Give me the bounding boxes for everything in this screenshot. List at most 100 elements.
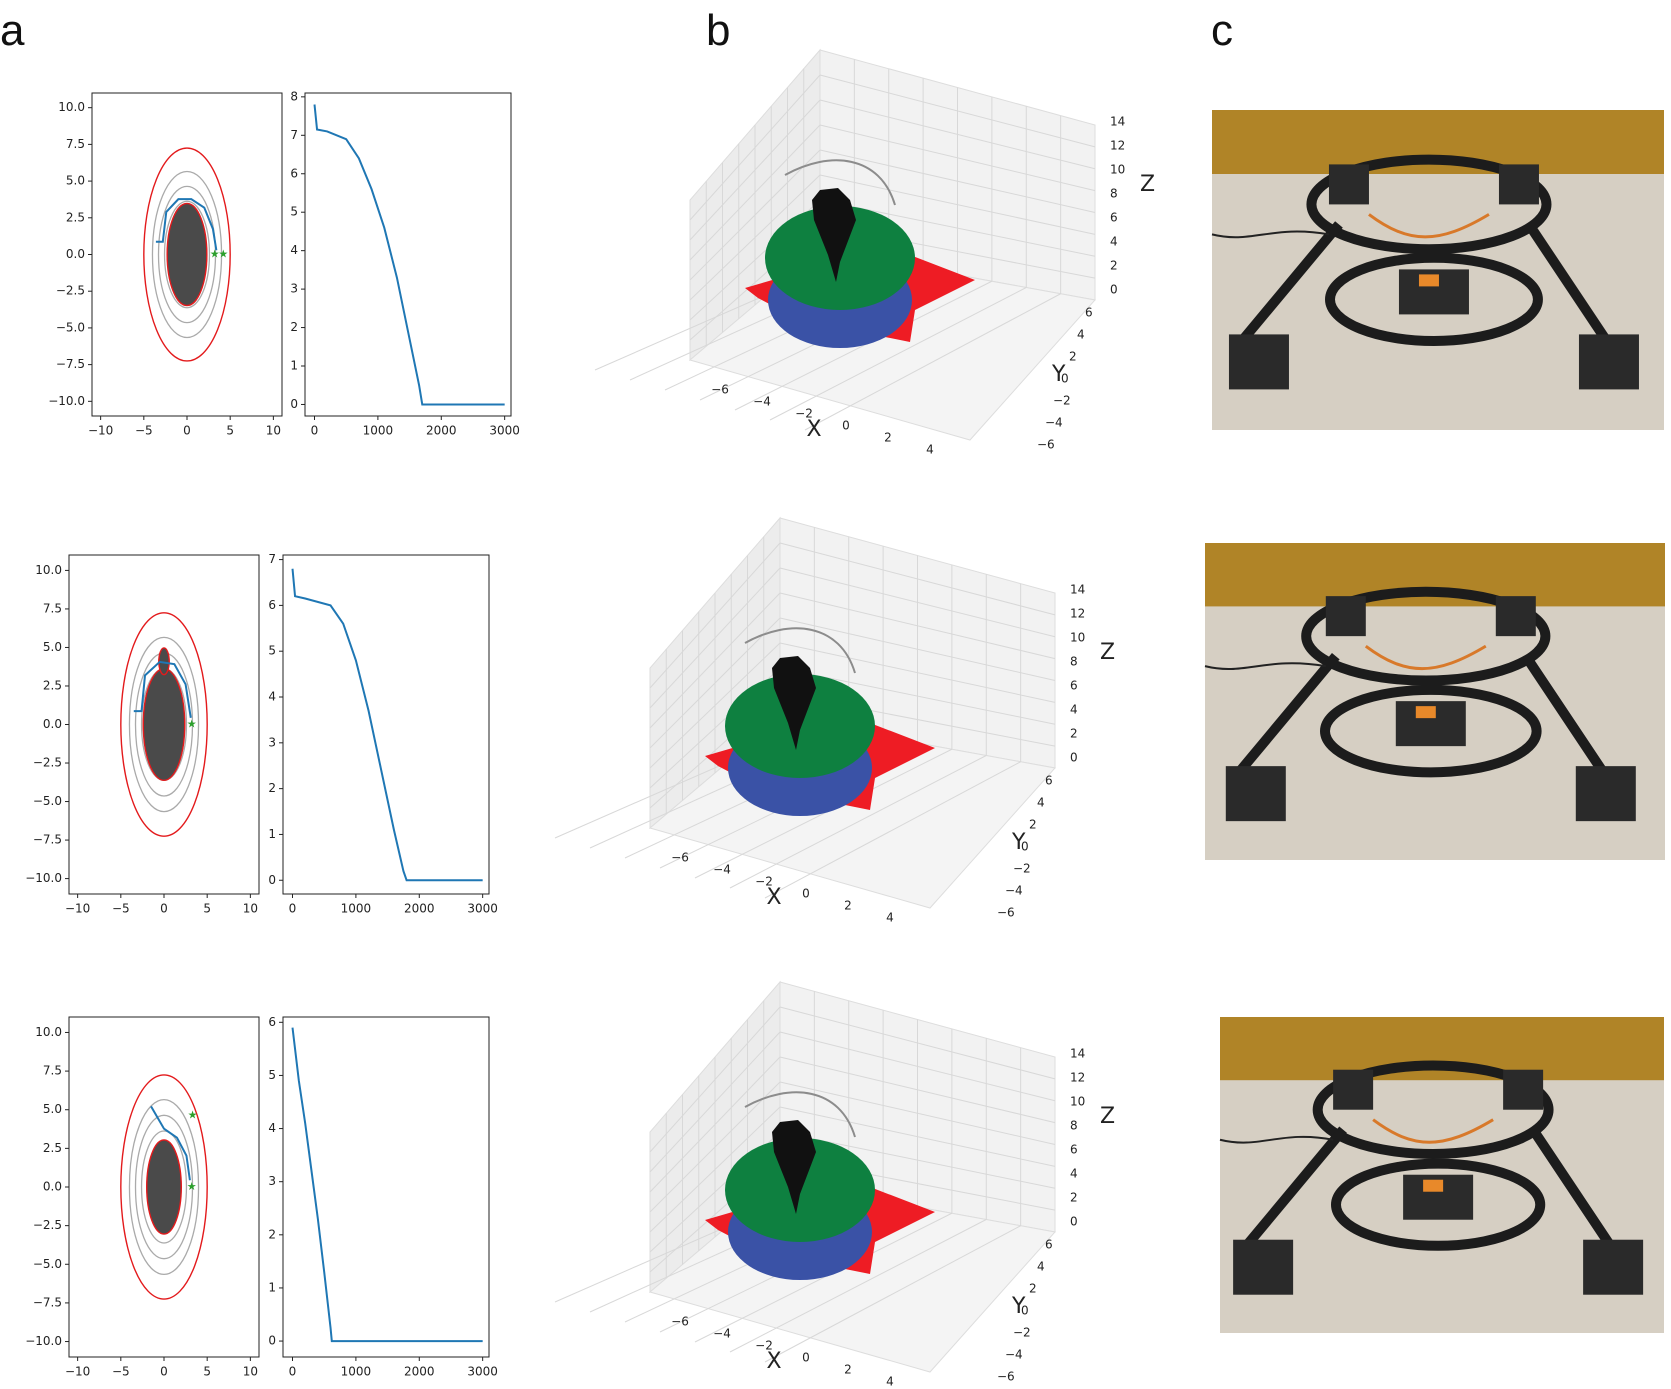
x-tick-label: −5 [112, 902, 130, 916]
y-tick-label: −5.0 [56, 320, 85, 334]
grid-line [804, 293, 1061, 431]
wire [1372, 1118, 1494, 1144]
y-axis-label: Y [1011, 830, 1026, 855]
z-tick-label: 14 [1070, 583, 1085, 597]
strut [1239, 1126, 1347, 1253]
y-tick-label: −6 [997, 906, 1015, 920]
y-tick-label: 0.0 [66, 247, 85, 261]
z-tick-label: 2 [1110, 259, 1118, 273]
z-tick-label: 4 [1070, 1167, 1078, 1181]
x-tick-label: 4 [886, 911, 894, 925]
z-tick-label: 10 [1070, 631, 1085, 645]
value-line [291, 568, 483, 882]
y-tick-label: 6 [268, 1015, 276, 1029]
grid-line [649, 1081, 781, 1213]
y-tick-label: 0 [268, 1334, 276, 1348]
y-tick-label: 5 [268, 644, 276, 658]
board-component [1423, 1179, 1444, 1192]
y-tick-label: −7.5 [33, 833, 62, 847]
strut [1528, 1126, 1618, 1253]
y-tick-label: 7.5 [43, 601, 62, 615]
y-tick-label: 5.0 [66, 174, 85, 188]
y-tick-label: 2 [1029, 818, 1037, 832]
x-tick-label: 10 [266, 424, 281, 438]
x-tick-label: 10 [243, 902, 258, 916]
z-tick-label: 12 [1070, 607, 1085, 621]
cable [1204, 662, 1326, 670]
x-tick-label: −10 [88, 424, 113, 438]
z-tick-label: 4 [1070, 703, 1078, 717]
y-tick-label: 5 [290, 205, 298, 219]
strut [1231, 652, 1340, 780]
x-tick-label: −10 [65, 902, 90, 916]
x-tick-label: 3000 [467, 1365, 498, 1379]
y-tick-label: 7.5 [66, 137, 85, 151]
y-tick-label: 2 [290, 320, 298, 334]
obstacle-fill [142, 667, 186, 782]
obstacle-fill [166, 202, 208, 307]
y-tick-label: −10.0 [25, 1334, 62, 1348]
y-tick-label: 1 [290, 359, 298, 373]
y-tick-label: 8 [290, 89, 298, 103]
z-tick-label: 14 [1070, 1047, 1085, 1061]
x-tick-label: 2000 [404, 902, 435, 916]
photo-wall [1205, 543, 1665, 607]
y-tick-label: 0 [268, 873, 276, 887]
grid-line [764, 761, 1021, 899]
chart-3-phase: −10 −5 0 5 10 10.0 7.5 5.0 2.5 0.0 −2.5 −5.0 −7.5 −10… [25, 1016, 260, 1379]
strut [1521, 653, 1610, 779]
y-tick-label: 2.5 [43, 678, 62, 692]
y-tick-label: 0.0 [43, 717, 62, 731]
z-tick-label: 8 [1110, 187, 1118, 201]
safety-boundary [120, 612, 208, 837]
y-tick-label: 0 [1061, 372, 1069, 386]
z-tick-label: 6 [1070, 1143, 1078, 1157]
x-tick-label: 5 [226, 424, 234, 438]
y-tick-label: 4 [290, 243, 298, 257]
x-tick-label: 0 [289, 902, 297, 916]
chart-3-value: 0 1000 2000 3000 6 5 4 3 2 1 0 [268, 1015, 498, 1379]
x-tick-label: −4 [713, 863, 731, 877]
y-tick-label: 5 [268, 1068, 276, 1082]
robot-photo-icon [1211, 110, 1664, 430]
goal-star-marker: ★ [187, 1180, 197, 1193]
x-tick-label: 0 [802, 1351, 810, 1365]
y-tick-label: −4 [1005, 1348, 1023, 1362]
z-axis-label: Z [1140, 172, 1155, 197]
z-tick-label: 2 [1070, 1191, 1078, 1205]
x-tick-label: 0 [802, 887, 810, 901]
grid-line [819, 149, 1096, 213]
gray-path [744, 1091, 856, 1138]
grid-line [769, 287, 1027, 421]
x-tick-label: 2000 [426, 424, 457, 438]
black-spike [812, 188, 856, 282]
x-tick-label: −4 [713, 1327, 731, 1341]
z-tick-label: 8 [1070, 1119, 1078, 1133]
y-tick-label: −2 [1013, 862, 1031, 876]
x-tick-label: −6 [711, 383, 729, 397]
axes-frame [282, 554, 490, 895]
axes-frame [304, 92, 512, 417]
y-tick-label: 2.5 [43, 1141, 62, 1155]
y-tick-label: 7 [290, 128, 298, 142]
value-line [313, 104, 505, 406]
x-axis-label: X [766, 1349, 781, 1374]
x-tick-label: −6 [671, 1315, 689, 1329]
gray-path [784, 159, 896, 206]
obstacle-fill [146, 1139, 182, 1235]
y-tick-label: 3 [268, 1174, 276, 1188]
goal-star-marker: ★ [187, 718, 197, 731]
board-component [1415, 706, 1436, 719]
y-tick-label: 3 [290, 282, 298, 296]
z-tick-label: 0 [1070, 1215, 1078, 1229]
z-tick-label: 4 [1110, 235, 1118, 249]
x-tick-label: 0 [183, 424, 191, 438]
y-tick-label: −10.0 [48, 394, 85, 408]
y-tick-label: 10.0 [35, 1025, 62, 1039]
black-spike [772, 1120, 816, 1214]
y-tick-label: −2 [1013, 1326, 1031, 1340]
y-tick-label: 2 [1029, 1282, 1037, 1296]
y-tick-label: −7.5 [33, 1295, 62, 1309]
upper-ring [1306, 154, 1552, 255]
y-tick-label: 7 [268, 552, 276, 566]
